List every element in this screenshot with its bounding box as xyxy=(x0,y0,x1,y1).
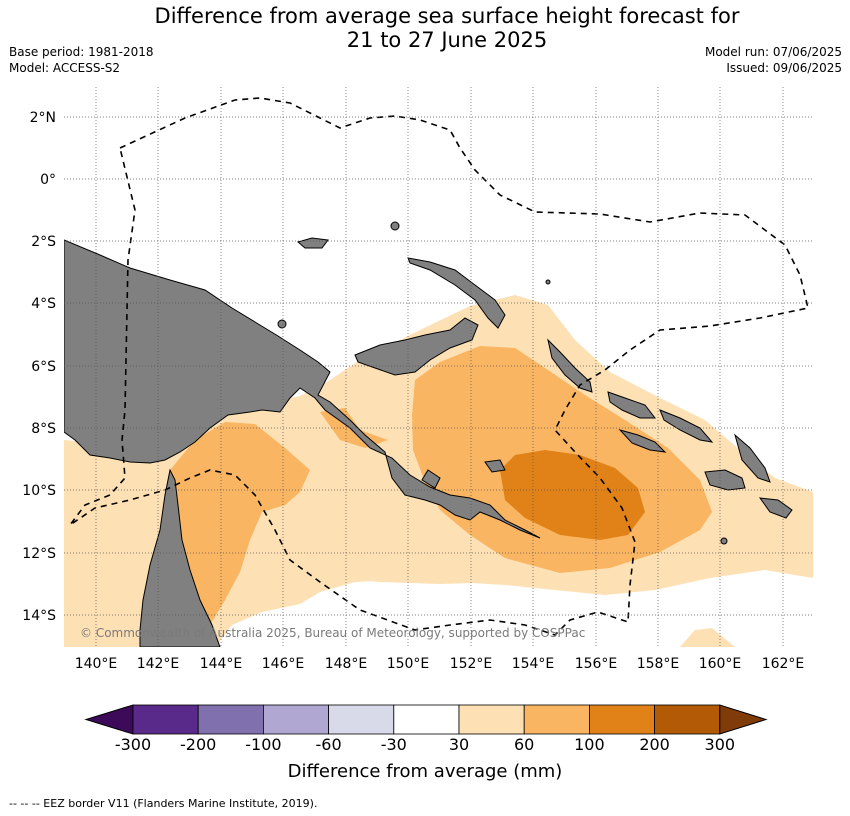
contour-60-100-west xyxy=(165,422,310,625)
colorbar-extend-min xyxy=(84,704,134,735)
colorbar-segment xyxy=(393,704,460,735)
lon-label: 156°E xyxy=(575,656,618,672)
colorbar-tick-label: 300 xyxy=(704,735,736,754)
lat-label: 6°S xyxy=(31,359,56,375)
lon-label: 140°E xyxy=(75,656,118,672)
latitude-labels: 2°N 0° 2°S 4°S 6°S 8°S 10°S 12°S 14°S xyxy=(22,110,56,624)
base-period: Base period: 1981-2018 xyxy=(9,45,154,59)
island-small-3 xyxy=(720,537,728,545)
lat-label: 12°S xyxy=(22,546,56,562)
lon-label: 154°E xyxy=(512,656,555,672)
land-rennell xyxy=(758,497,793,519)
model-run: Model run: 07/06/2025 xyxy=(704,45,842,59)
land-bougainville xyxy=(547,338,593,393)
land-dentrecasteaux xyxy=(421,459,506,489)
lon-label: 142°E xyxy=(137,656,180,672)
eez-footnote: -- -- -- EEZ border V11 (Flanders Marine… xyxy=(9,797,318,810)
contour-100-200 xyxy=(500,450,645,540)
island-small-4 xyxy=(545,279,551,285)
colorbar-tick-label: 100 xyxy=(574,735,605,754)
title-line-2: 21 to 27 June 2025 xyxy=(346,28,548,52)
colorbar-segment xyxy=(132,704,199,735)
colorbar-segment xyxy=(458,704,525,735)
eez-border xyxy=(69,97,809,636)
island-small-1 xyxy=(277,319,287,329)
lat-label: 2°N xyxy=(30,110,56,126)
colorbar-segment xyxy=(262,704,329,735)
colorbar-segment xyxy=(197,704,264,735)
lon-label: 148°E xyxy=(325,656,368,672)
colorbar-segment xyxy=(589,704,656,735)
land-new-britain xyxy=(354,317,479,376)
colorbar xyxy=(84,704,768,735)
lat-label: 0° xyxy=(40,172,56,188)
colorbar-tick-label: -300 xyxy=(114,735,152,754)
land-solomon-e xyxy=(704,469,746,491)
colorbar-tick-label: -60 xyxy=(315,735,342,754)
land-solomon-c xyxy=(618,429,667,453)
colorbar-tick-label: -30 xyxy=(380,735,407,754)
land-manus xyxy=(296,237,329,249)
island-small-2 xyxy=(390,221,400,231)
title-line-1: Difference from average sea surface heig… xyxy=(154,4,740,28)
lat-label: 8°S xyxy=(31,421,56,437)
issued-date: Issued: 09/06/2025 xyxy=(726,61,842,75)
lat-label: 2°S xyxy=(31,234,56,250)
lon-label: 152°E xyxy=(450,656,493,672)
lat-label: 4°S xyxy=(31,296,56,312)
land-new-ireland xyxy=(407,257,506,329)
meta-left: Base period: 1981-2018 Model: ACCESS-S2 xyxy=(9,44,154,76)
copyright-note: © Commonwealth of Australia 2025, Bureau… xyxy=(80,626,585,640)
lon-label: 146°E xyxy=(262,656,305,672)
meta-right: Model run: 07/06/2025 Issued: 09/06/2025 xyxy=(705,44,842,76)
colorbar-title: Difference from average (mm) xyxy=(287,761,563,782)
lon-label: 144°E xyxy=(200,656,243,672)
lon-label: 158°E xyxy=(637,656,680,672)
colorbar-extend-max xyxy=(719,704,768,735)
lon-label: 162°E xyxy=(762,656,805,672)
lat-label: 14°S xyxy=(22,608,56,624)
colorbar-segment xyxy=(328,704,395,735)
colorbar-tick-label: -200 xyxy=(180,735,217,754)
colorbar-tick-label: -100 xyxy=(245,735,282,754)
lon-label: 160°E xyxy=(699,656,742,672)
land-solomon-a xyxy=(607,391,657,419)
land-australia xyxy=(139,468,221,647)
colorbar-segment xyxy=(523,704,590,735)
land-solomon-d xyxy=(734,433,771,483)
model-name: Model: ACCESS-S2 xyxy=(9,61,121,75)
colorbar-tick-label: 200 xyxy=(639,735,670,754)
land-solomon-b xyxy=(659,409,714,443)
colorbar-tick-label: 30 xyxy=(448,735,470,754)
lon-label: 150°E xyxy=(387,656,430,672)
land-new-guinea xyxy=(64,239,541,539)
contour-30-60-south xyxy=(680,628,735,647)
map-title: Difference from average sea surface heig… xyxy=(0,4,850,52)
graticule xyxy=(64,87,813,647)
lat-label: 10°S xyxy=(22,483,56,499)
colorbar-tick-label: 60 xyxy=(514,735,535,754)
longitude-labels: 140°E 142°E 144°E 146°E 148°E 150°E 152°E 154°E… xyxy=(75,656,805,672)
colorbar-segment xyxy=(654,704,721,735)
